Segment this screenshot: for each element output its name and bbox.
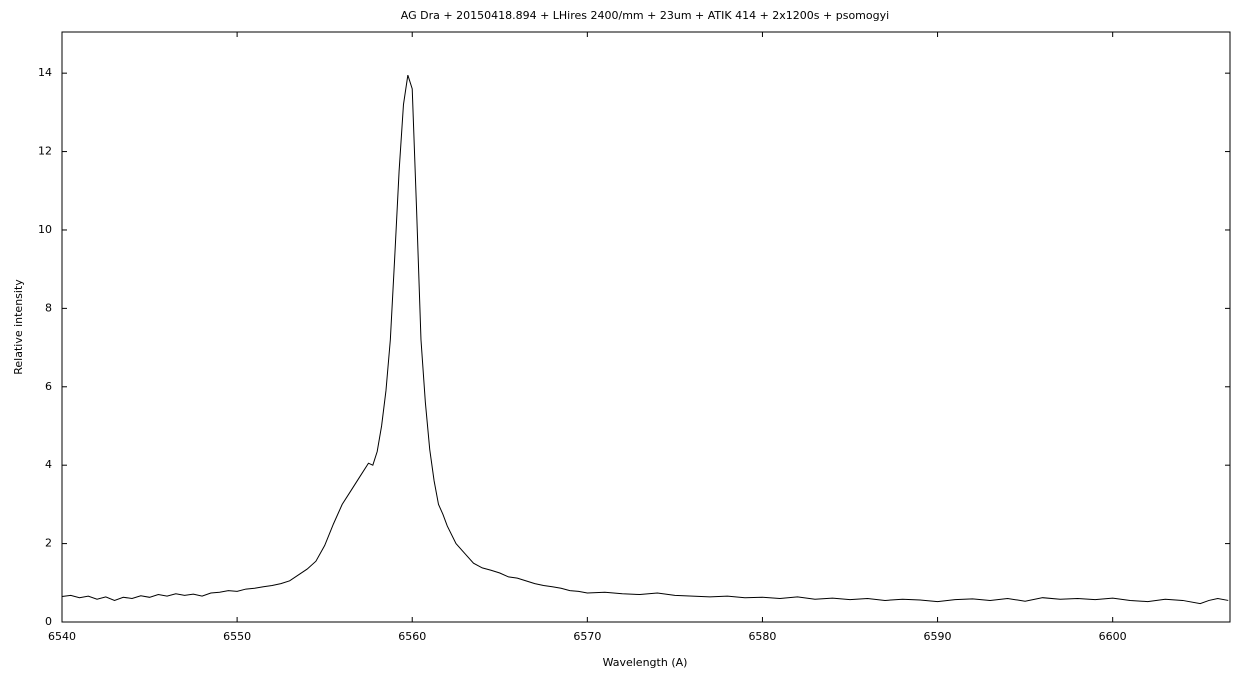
y-tick-label: 8 [45, 301, 52, 314]
x-tick-label: 6550 [223, 630, 251, 643]
y-tick-label: 4 [45, 458, 52, 471]
y-tick-label: 0 [45, 615, 52, 628]
y-tick-label: 10 [38, 223, 52, 236]
x-axis-label: Wavelength (A) [603, 656, 688, 669]
x-tick-label: 6570 [573, 630, 601, 643]
x-tick-label: 6580 [748, 630, 776, 643]
chart-title: AG Dra + 20150418.894 + LHires 2400/mm +… [401, 9, 889, 22]
y-tick-label: 14 [38, 66, 52, 79]
x-tick-label: 6590 [924, 630, 952, 643]
spectrum-line [61, 74, 1229, 605]
x-tick-label: 6560 [398, 630, 426, 643]
plot-frame [61, 31, 1231, 623]
y-tick-label: 6 [45, 380, 52, 393]
x-tick-label: 6600 [1099, 630, 1127, 643]
y-tick-label: 12 [38, 145, 52, 158]
x-tick-label: 6540 [48, 630, 76, 643]
y-axis-label: Relative intensity [12, 279, 25, 375]
y-tick-label: 2 [45, 537, 52, 550]
